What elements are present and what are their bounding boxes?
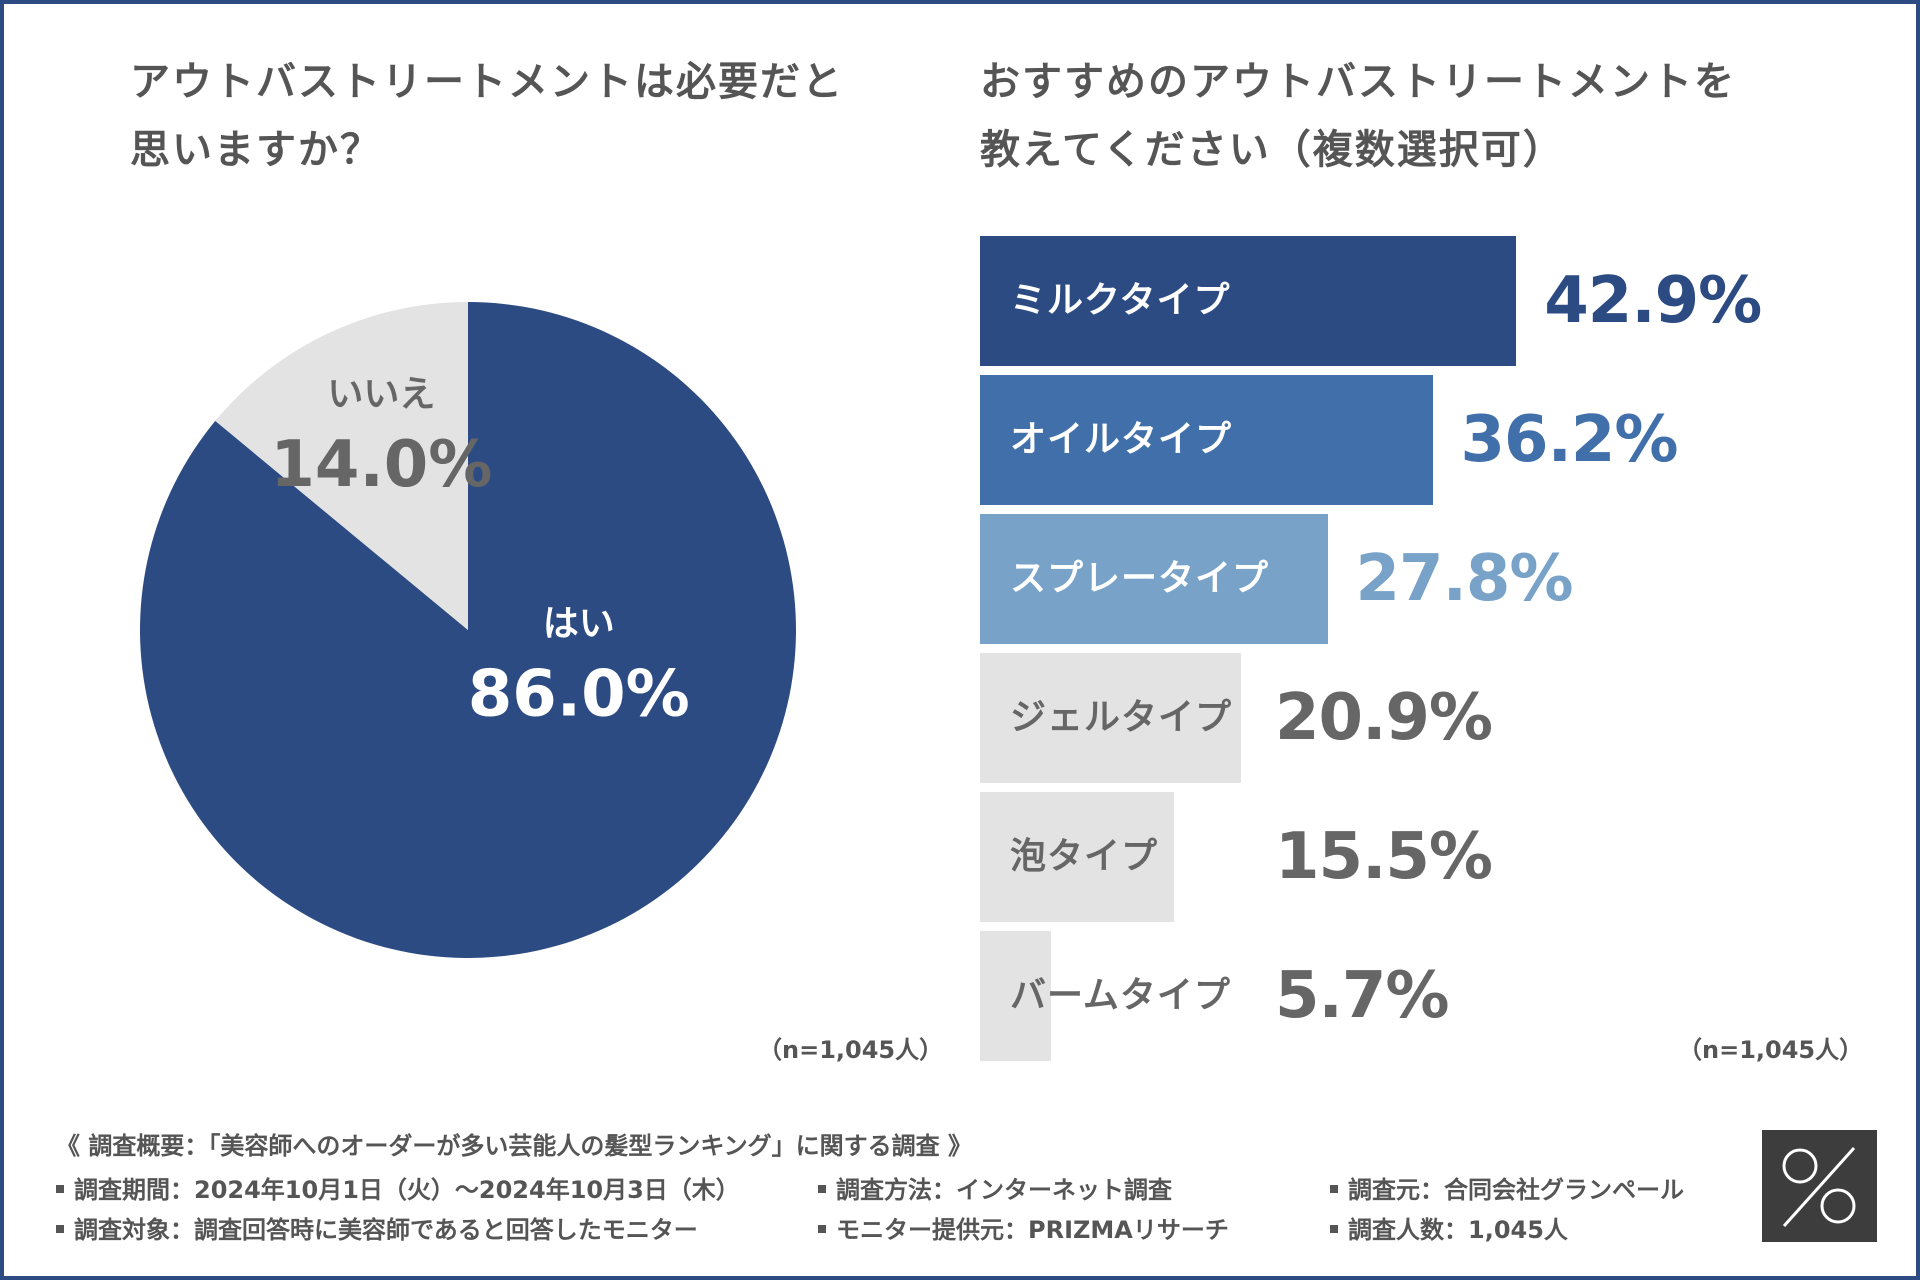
survey-source-text: 調査元：合同会社グランペール [1348,1176,1684,1204]
bullet-square-icon [1330,1225,1338,1233]
pie-chart: はい 86.0% いいえ 14.0% [140,302,796,958]
survey-provider: モニター提供元：PRIZMAリサーチ [818,1210,1229,1245]
bar-5 [980,792,1174,922]
bar-4 [980,653,1242,783]
survey-period-text: 調査期間：2024年10月1日（火）〜2024年10月3日（木） [74,1176,740,1204]
pie-chart-title: アウトバストリートメントは必要だと 思いますか？ [130,48,890,184]
bar-1 [980,236,1517,366]
percent-logo-icon [1782,1146,1856,1228]
bar-value-label: 20.9% [1275,681,1493,755]
bullet-square-icon [56,1185,64,1193]
pie-slice-label: はい [543,603,615,644]
bar-category-label: オイルタイプ [1010,419,1233,460]
pie-title-line-1: アウトバストリートメントは必要だと [130,59,844,105]
pie-title-line-2: 思いますか？ [130,127,382,173]
bar-value-label: 15.5% [1275,820,1493,894]
survey-count: 調査人数：1,045人 [1330,1210,1568,1245]
bullet-square-icon [818,1225,826,1233]
bar-chart-title: おすすめのアウトバストリートメントを 教えてください（複数選択可） [980,48,1880,184]
percent-logo [1762,1130,1877,1242]
survey-method-text: 調査方法：インターネット調査 [836,1176,1172,1204]
bullet-square-icon [56,1225,64,1233]
bar-2 [980,375,1433,505]
survey-method: 調査方法：インターネット調査 [818,1170,1172,1205]
survey-source: 調査元：合同会社グランペール [1330,1170,1684,1205]
survey-summary-heading: 《 調査概要：「美容師へのオーダーが多い芸能人の髪型ランキング」に関する調査 》 [56,1132,972,1160]
bar-value-label: 5.7% [1275,959,1449,1033]
bar-category-label: スプレータイプ [1010,558,1270,599]
bar-title-line-2: 教えてください（複数選択可） [980,127,1565,173]
bar-category-label: ミルクタイプ [1010,280,1231,321]
bar-category-label: バームタイプ [1010,975,1231,1016]
survey-target-text: 調査対象：調査回答時に美容師であると回答したモニター [74,1216,698,1244]
pie-slice-value: 86.0% [468,657,690,731]
bar-value-label: 27.8% [1355,542,1574,616]
survey-period: 調査期間：2024年10月1日（火）〜2024年10月3日（木） [56,1170,740,1205]
bar-category-label: ジェルタイプ [1010,697,1233,738]
survey-count-text: 調査人数：1,045人 [1348,1216,1568,1244]
bar-6 [980,931,1052,1061]
bullet-square-icon [818,1185,826,1193]
pie-sample-size-note: （n=1,045人） [758,1036,944,1064]
pie-slice-no [215,302,468,630]
pie-slice-label: いいえ [327,374,435,415]
pie-slice-value: 14.0% [270,428,492,502]
survey-provider-text: モニター提供元：PRIZMAリサーチ [836,1216,1229,1244]
bar-3 [980,514,1328,644]
survey-target: 調査対象：調査回答時に美容師であると回答したモニター [56,1210,698,1245]
bullet-square-icon [1330,1185,1338,1193]
bar-category-label: 泡タイプ [1010,836,1159,877]
bar-value-label: 42.9% [1544,264,1762,338]
bar-title-line-1: おすすめのアウトバストリートメントを [980,59,1736,105]
bar-sample-size-note: （n=1,045人） [1678,1036,1864,1064]
bar-value-label: 36.2% [1460,403,1679,477]
